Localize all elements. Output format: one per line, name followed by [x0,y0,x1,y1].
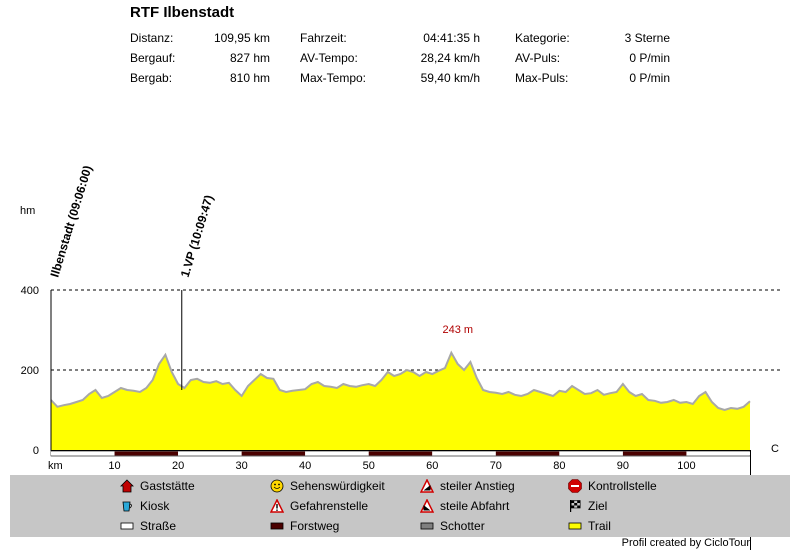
legend-item-restaurant: Gaststätte [120,479,195,493]
stat-value-category: 3 Sterne [624,31,670,45]
gravel-swatch-icon [420,519,434,533]
y-tick-label: 0 [33,445,39,457]
cup-icon [120,499,134,513]
stat-label-max-pulse: Max-Puls: [515,71,569,85]
legend-panel: Gaststätte Kiosk Straße Sehenswürdigkeit… [10,475,790,537]
chart-grid [51,289,780,371]
stat-label-avg-speed: AV-Tempo: [300,51,358,65]
y-axis-label: hm [20,205,35,217]
stat-label-riding-time: Fahrzeit: [300,31,347,45]
legend-item-road: Straße [120,519,176,533]
warning-icon [270,499,284,513]
stat-value-distance: 109,95 km [213,31,270,45]
road-segment [114,451,179,456]
stat-label-distance: Distanz: [130,31,174,45]
legend-item-finish: Ziel [568,499,607,513]
legend-label: steiler Anstieg [440,479,515,493]
steep-climb-icon [420,479,434,493]
stat-value-riding-time: 04:41:35 h [423,31,480,45]
forest-road-swatch-icon [270,519,284,533]
stat-label-climb: Bergauf: [130,51,176,65]
x-tick-label: 10 [108,460,120,472]
stat-value-avg-speed: 28,24 km/h [420,51,480,65]
y-tick-label: 200 [21,365,39,377]
road-swatch-icon [120,519,134,533]
road-segment [622,451,687,456]
legend-label: Gaststätte [140,479,195,493]
x-tick-label: 80 [553,460,565,472]
page-title: RTF Ilbenstadt [130,4,235,21]
road-segment [241,451,306,456]
stat-value-avg-pulse: 0 P/min [629,51,670,65]
road-segment [178,451,242,456]
legend-label: Sehenswürdigkeit [290,479,385,493]
legend-item-sight: Sehenswürdigkeit [270,479,385,493]
stat-label-category: Kategorie: [515,31,570,45]
x-tick-label: 70 [490,460,502,472]
legend-label: Kiosk [140,499,170,513]
credit-text: Profil created by CicloTour [621,537,750,549]
legend-item-steep-climb: steiler Anstieg [420,479,515,493]
house-icon [120,479,134,493]
legend-label: Kontrollstelle [588,479,657,493]
waypoint-label: 1.VP (10:09:47) [178,193,216,279]
road-segment [559,451,623,456]
road-segment [495,451,560,456]
legend-item-forest-road: Forstweg [270,519,339,533]
legend-item-trail: Trail [568,519,611,533]
stat-value-descent: 810 hm [229,71,270,85]
road-segment [51,451,115,456]
x-axis-ticks: 10 20 30 40 50 60 70 80 90 100 [108,460,695,472]
waypoint-markers: Ilbenstadt (09:06:00) 1.VP (10:09:47) [47,164,216,390]
stat-value-max-speed: 59,40 km/h [420,71,480,85]
trail-swatch-icon [568,519,582,533]
x-axis-label: km [48,460,63,472]
x-tick-label: 100 [677,460,695,472]
legend-item-checkpoint: Kontrollstelle [568,479,657,493]
legend-item-danger: Gefahrenstelle [270,499,368,513]
road-segment [305,451,369,456]
max-elevation-annotation: 243 m [443,324,474,336]
chart-axes [50,290,751,475]
legend-item-kiosk: Kiosk [120,499,169,513]
stop-sign-icon [568,479,582,493]
y-tick-label: 400 [21,285,39,297]
legend-item-gravel: Schotter [420,519,485,533]
legend-label: Straße [140,519,177,533]
stat-label-avg-pulse: AV-Puls: [515,51,561,65]
elevation-area [51,352,750,450]
text-cursor [750,537,751,550]
x-tick-label: 40 [299,460,311,472]
legend-label: Forstweg [290,519,340,533]
steep-descent-icon [420,499,434,513]
legend-label: Gefahrenstelle [290,499,369,513]
elevation-profile-chart: 10 20 30 40 50 60 70 80 90 100 0 200 400 Ilbenstadt… [20,164,780,475]
stat-value-climb: 827 hm [229,51,270,65]
x-tick-label: 90 [617,460,629,472]
smiley-icon [270,479,284,493]
road-type-bar [50,450,751,457]
finish-flag-icon [568,499,582,513]
legend-label: steile Abfahrt [440,499,510,513]
legend-label: Schotter [440,519,485,533]
road-segment [686,451,750,456]
legend-label: Trail [588,519,611,533]
stat-label-descent: Bergab: [130,71,173,85]
y-axis-ticks: 0 200 400 [21,285,39,457]
elevation-line [50,350,751,412]
waypoint-label: Ilbenstadt (09:06:00) [47,164,94,279]
x-tick-label: 50 [363,460,375,472]
road-segment [368,451,433,456]
right-axis-label: C [771,443,779,455]
x-tick-label: 60 [426,460,438,472]
stat-value-max-pulse: 0 P/min [629,71,670,85]
legend-label: Ziel [588,499,608,513]
x-tick-label: 20 [172,460,184,472]
road-segment [432,451,496,456]
x-tick-label: 30 [236,460,248,472]
legend-item-steep-descent: steile Abfahrt [420,499,509,513]
stat-label-max-speed: Max-Tempo: [300,71,367,85]
